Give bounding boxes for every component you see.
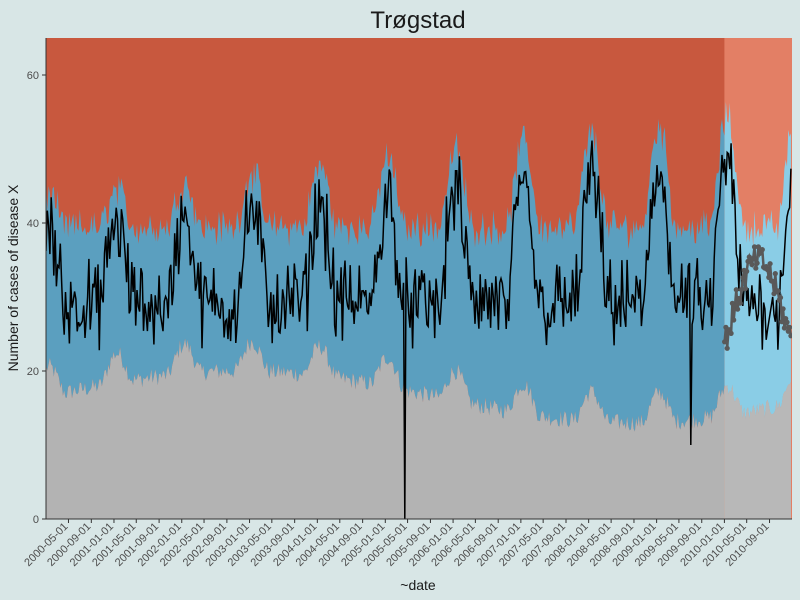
- forecast-point: [775, 288, 781, 294]
- forecast-point: [731, 317, 737, 323]
- forecast-point: [735, 306, 741, 312]
- band-lower-zone: [46, 338, 791, 519]
- lines-layer: [46, 140, 792, 519]
- forecast-point: [736, 295, 742, 302]
- forecast-point: [738, 287, 745, 293]
- y-tick-label: 40: [27, 218, 39, 230]
- forecast-point: [754, 260, 760, 266]
- forecast-point: [785, 328, 791, 334]
- forecast-point: [781, 325, 788, 331]
- y-tick-label: 60: [27, 70, 39, 82]
- y-axis: 0 20 40 60: [27, 38, 47, 526]
- forecast-point: [788, 333, 792, 339]
- forecast-point: [779, 319, 785, 325]
- x-axis: 2000-05-012000-09-012001-01-012001-05-01…: [22, 518, 792, 569]
- forecast-lower-zone: [724, 382, 791, 519]
- forecast-point: [764, 267, 771, 273]
- forecast-point: [767, 261, 773, 267]
- forecast-point: [750, 255, 756, 262]
- bands-layer: [46, 38, 792, 519]
- y-tick-label: 0: [33, 514, 39, 526]
- series-observed: [46, 140, 792, 519]
- x-axis-label: ~date: [400, 577, 436, 593]
- y-axis-label: Number of cases of disease X: [5, 184, 21, 371]
- forecast-point: [737, 300, 743, 306]
- forecast-point: [740, 275, 746, 281]
- plot-panel: [46, 38, 792, 519]
- chart-title: Trøgstad: [370, 7, 465, 34]
- forecast-point: [777, 295, 784, 301]
- forecast-point: [746, 254, 752, 260]
- forecast-point: [787, 324, 792, 330]
- forecast-point: [780, 306, 786, 312]
- forecast-point: [724, 345, 730, 351]
- forecast-point: [770, 278, 776, 284]
- y-tick-label: 20: [27, 366, 39, 378]
- forecast-point: [749, 261, 755, 268]
- forecast-point: [759, 247, 765, 253]
- band-normal-range: [46, 102, 791, 432]
- forecast-point: [744, 268, 750, 274]
- forecast-point: [751, 244, 758, 250]
- forecast-point: [753, 265, 759, 271]
- forecast-point: [742, 285, 749, 292]
- forecast-point: [722, 339, 728, 345]
- forecast-point: [784, 319, 790, 325]
- forecast-point: [772, 271, 778, 277]
- forecast-point: [728, 330, 734, 336]
- forecast-point: [733, 287, 739, 293]
